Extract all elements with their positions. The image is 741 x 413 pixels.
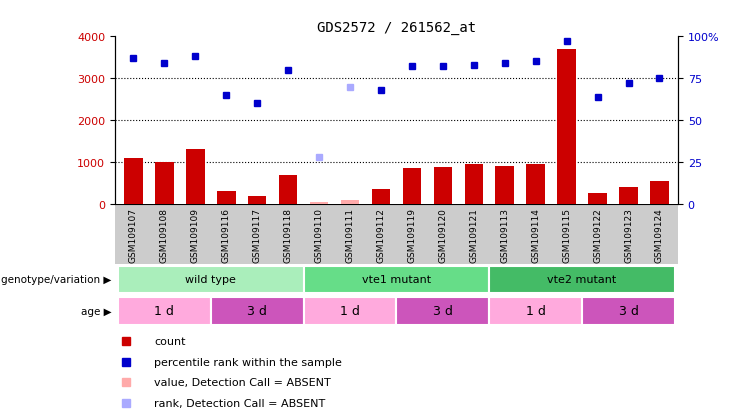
Bar bbox=[210, 297, 304, 325]
Text: vte2 mutant: vte2 mutant bbox=[548, 275, 617, 285]
Bar bbox=[304, 266, 489, 294]
Bar bbox=[526, 165, 545, 204]
Text: 1 d: 1 d bbox=[526, 304, 545, 317]
Text: GSM109114: GSM109114 bbox=[531, 207, 540, 262]
Text: GSM109122: GSM109122 bbox=[593, 207, 602, 262]
Text: vte1 mutant: vte1 mutant bbox=[362, 275, 431, 285]
Text: GSM109115: GSM109115 bbox=[562, 207, 571, 262]
Text: GSM109113: GSM109113 bbox=[500, 207, 509, 262]
Text: count: count bbox=[154, 336, 186, 346]
Text: GSM109111: GSM109111 bbox=[345, 207, 354, 262]
Text: rank, Detection Call = ABSENT: rank, Detection Call = ABSENT bbox=[154, 398, 325, 408]
Bar bbox=[396, 297, 489, 325]
Text: GSM109117: GSM109117 bbox=[253, 207, 262, 262]
Bar bbox=[650, 181, 668, 204]
Bar bbox=[248, 196, 267, 204]
Text: age ▶: age ▶ bbox=[81, 306, 111, 316]
Text: GSM109108: GSM109108 bbox=[160, 207, 169, 262]
Bar bbox=[124, 159, 143, 204]
Text: GSM109112: GSM109112 bbox=[376, 207, 385, 262]
Bar bbox=[310, 202, 328, 204]
Text: 1 d: 1 d bbox=[154, 304, 174, 317]
Bar bbox=[217, 192, 236, 204]
Bar bbox=[118, 266, 304, 294]
Text: GSM109119: GSM109119 bbox=[408, 207, 416, 262]
Text: 3 d: 3 d bbox=[619, 304, 639, 317]
Text: GSM109116: GSM109116 bbox=[222, 207, 230, 262]
Bar bbox=[155, 163, 173, 204]
Text: GSM109121: GSM109121 bbox=[469, 207, 478, 262]
Bar bbox=[433, 168, 452, 204]
Text: GSM109124: GSM109124 bbox=[655, 207, 664, 262]
Bar bbox=[118, 297, 210, 325]
Text: value, Detection Call = ABSENT: value, Detection Call = ABSENT bbox=[154, 377, 331, 387]
Text: percentile rank within the sample: percentile rank within the sample bbox=[154, 357, 342, 367]
Text: GSM109118: GSM109118 bbox=[284, 207, 293, 262]
Bar bbox=[341, 200, 359, 204]
Text: 3 d: 3 d bbox=[433, 304, 453, 317]
Bar bbox=[557, 50, 576, 204]
Bar bbox=[372, 190, 391, 204]
Text: GDS2572 / 261562_at: GDS2572 / 261562_at bbox=[317, 21, 476, 35]
Bar bbox=[582, 297, 675, 325]
Text: GSM109120: GSM109120 bbox=[439, 207, 448, 262]
Bar bbox=[465, 165, 483, 204]
Text: GSM109110: GSM109110 bbox=[315, 207, 324, 262]
Text: 1 d: 1 d bbox=[340, 304, 360, 317]
Bar bbox=[489, 297, 582, 325]
Bar bbox=[402, 169, 421, 204]
Text: GSM109109: GSM109109 bbox=[190, 207, 200, 262]
Text: GSM109107: GSM109107 bbox=[129, 207, 138, 262]
Text: GSM109123: GSM109123 bbox=[624, 207, 633, 262]
Text: genotype/variation ▶: genotype/variation ▶ bbox=[1, 275, 111, 285]
Bar bbox=[186, 150, 205, 204]
Bar bbox=[619, 188, 638, 204]
Bar bbox=[304, 297, 396, 325]
Bar bbox=[489, 266, 675, 294]
Text: wild type: wild type bbox=[185, 275, 236, 285]
Text: 3 d: 3 d bbox=[247, 304, 267, 317]
Bar bbox=[279, 175, 297, 204]
Bar bbox=[496, 167, 514, 204]
Bar bbox=[588, 194, 607, 204]
